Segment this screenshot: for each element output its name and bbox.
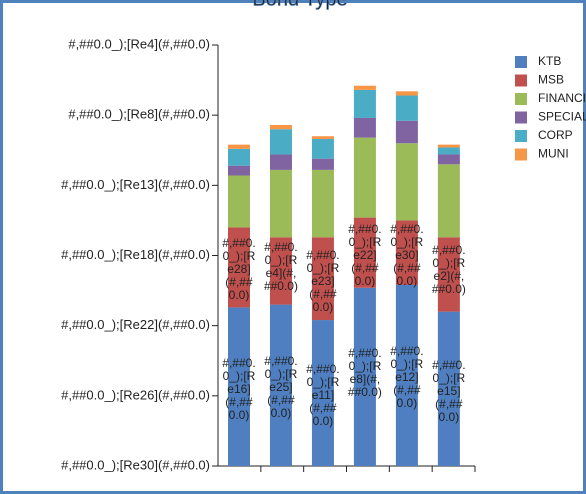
data-label: #,##0.0_);[Re11](#,##0.0) xyxy=(306,363,340,429)
legend-label: MSB xyxy=(538,73,564,87)
legend-label: CORP xyxy=(538,128,573,142)
bar-segment xyxy=(437,147,460,155)
data-label: #,##0.0_);[Re4](#,##0.0) xyxy=(263,240,298,293)
data-label-box: #,##0.0_);[Re4](#,##0.0) xyxy=(263,240,298,293)
bar-segment xyxy=(311,320,334,466)
bar-segment xyxy=(311,158,334,170)
data-label-box: #,##0.0_);[Re2](#,##0.0) xyxy=(431,244,466,297)
legend-label: FINANCIAL xyxy=(538,91,586,105)
legend-label: MUNI xyxy=(538,147,569,161)
bar-segment xyxy=(353,89,376,118)
data-label-box: #,##0.0_);[Re12](#,##0.0) xyxy=(390,345,424,411)
bar-segment xyxy=(269,129,292,155)
data-label: #,##0.0_);[Re12](#,##0.0) xyxy=(390,345,424,411)
data-label: #,##0.0_);[Re30](#,##0.0) xyxy=(390,222,424,288)
bar-segment xyxy=(269,154,292,170)
bar-segment xyxy=(227,307,250,466)
bar-segment xyxy=(437,164,460,238)
bar-segment xyxy=(395,95,418,121)
data-label-box: #,##0.0_);[Re16](#,##0.0) xyxy=(222,356,256,422)
bar-segment xyxy=(269,124,292,130)
bar-segment xyxy=(353,287,376,466)
data-label: #,##0.0_);[Re28](#,##0.0) xyxy=(222,237,256,303)
data-label: #,##0.0_);[Re8](#,##0.0) xyxy=(347,346,382,399)
bar-segment xyxy=(227,148,250,166)
bar-segment xyxy=(311,136,334,140)
bar-segment xyxy=(353,137,376,218)
data-label-box: #,##0.0_);[Re23](#,##0.0) xyxy=(306,248,340,314)
bar-segment xyxy=(227,165,250,176)
bar-segment xyxy=(311,237,334,321)
data-label: #,##0.0_);[Re16](#,##0.0) xyxy=(222,356,256,422)
data-label-box: #,##0.0_);[Re25](#,##0.0) xyxy=(264,355,298,421)
data-label: #,##0.0_);[Re2](#,##0.0) xyxy=(431,244,466,297)
legend-label: KTB xyxy=(538,54,561,68)
bar-segment xyxy=(269,169,292,238)
bar-segment xyxy=(395,220,418,285)
y-tick-label: #,##0.0_);[Re26](#,##0.0) xyxy=(61,387,210,402)
legend-swatch xyxy=(515,111,527,124)
y-tick-label: #,##0.0_);[Re22](#,##0.0) xyxy=(61,317,210,332)
bar-segment xyxy=(227,175,250,228)
legend-swatch xyxy=(515,74,527,87)
data-label-box: #,##0.0_);[Re22](#,##0.0) xyxy=(348,222,382,288)
bar-segment xyxy=(437,237,460,312)
bar-segment xyxy=(227,227,250,308)
legend-swatch xyxy=(515,148,527,161)
y-tick-label: #,##0.0_);[Re8](#,##0.0) xyxy=(68,107,210,122)
bar-segment xyxy=(395,91,418,96)
data-label-box: #,##0.0_);[Re30](#,##0.0) xyxy=(390,222,424,288)
chart-title: Bond Type xyxy=(252,0,347,10)
bar-segment xyxy=(437,311,460,466)
legend-swatch xyxy=(515,130,527,142)
bar-segment xyxy=(227,144,250,149)
legend-label: SPECIAL xyxy=(538,110,586,124)
bar-segment xyxy=(353,85,376,90)
bar-segment xyxy=(353,217,376,288)
bar-segment xyxy=(395,120,418,144)
data-label: #,##0.0_);[Re22](#,##0.0) xyxy=(348,222,382,288)
data-label-box: #,##0.0_);[Re8](#,##0.0) xyxy=(347,346,382,399)
bar-segment xyxy=(353,117,376,138)
bar-segment xyxy=(269,304,292,466)
bar-segment xyxy=(437,154,460,165)
bar-segment xyxy=(395,143,418,221)
data-label-box: #,##0.0_);[Re28](#,##0.0) xyxy=(222,237,256,303)
y-tick-label: #,##0.0_);[Re30](#,##0.0) xyxy=(61,457,210,472)
y-tick-label: #,##0.0_);[Re13](#,##0.0) xyxy=(61,177,210,192)
bar-segment xyxy=(311,169,334,238)
bar-segment xyxy=(395,284,418,466)
bar-segment xyxy=(269,237,292,305)
bar-segment xyxy=(437,144,460,148)
data-label-box: #,##0.0_);[Re15](#,##0.0) xyxy=(432,358,466,424)
data-label: #,##0.0_);[Re23](#,##0.0) xyxy=(306,248,340,314)
data-label-box: #,##0.0_);[Re11](#,##0.0) xyxy=(306,363,340,429)
data-label: #,##0.0_);[Re15](#,##0.0) xyxy=(432,358,466,424)
legend-swatch xyxy=(515,56,527,68)
data-label: #,##0.0_);[Re25](#,##0.0) xyxy=(264,355,298,421)
y-tick-label: #,##0.0_);[Re18](#,##0.0) xyxy=(61,247,210,262)
legend-swatch xyxy=(515,93,527,105)
bar-segment xyxy=(311,139,334,159)
y-tick-label: #,##0.0_);[Re4](#,##0.0) xyxy=(68,36,210,51)
